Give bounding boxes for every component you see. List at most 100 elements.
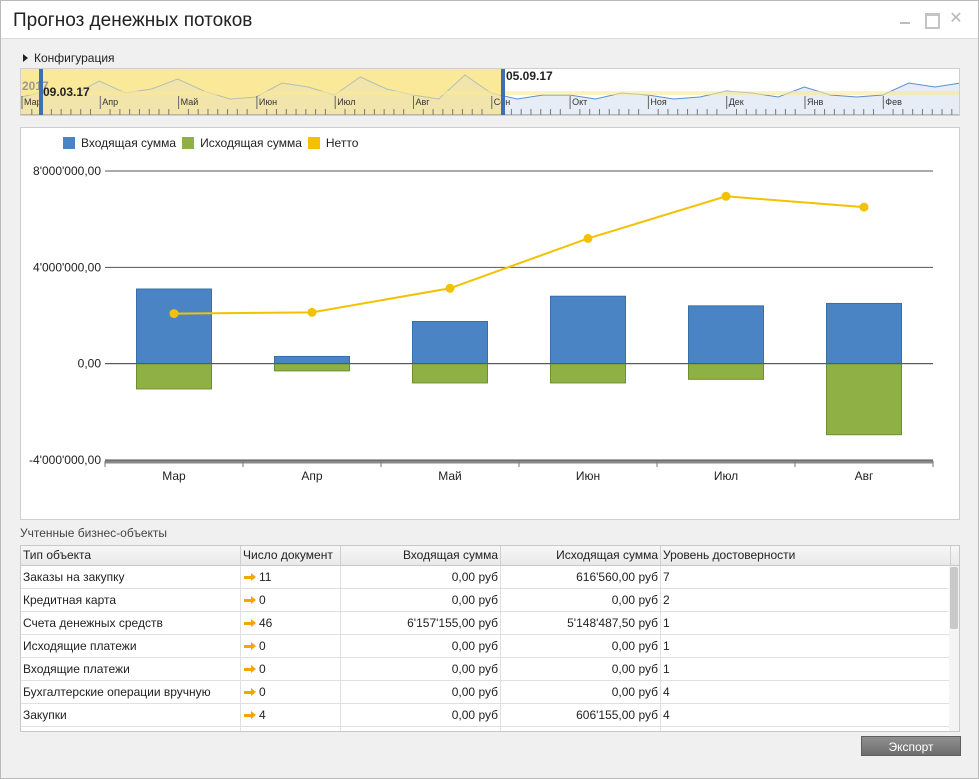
x-tick-label: Мар — [162, 469, 186, 483]
table-row[interactable]: Счета денежных средств 46 6'157'155,00 руб… — [21, 612, 951, 635]
column-header-incoming[interactable]: Входящая сумма — [341, 546, 501, 566]
minimize-icon[interactable] — [897, 11, 913, 27]
table-row[interactable]: Исходящие платежи 0 0,00 руб 0,00 руб 1 — [21, 635, 951, 658]
table-row[interactable]: Входящие платежи 0 0,00 руб 0,00 руб 1 — [21, 658, 951, 681]
bar-outgoing[interactable] — [550, 363, 626, 384]
bar-outgoing[interactable] — [688, 363, 764, 380]
timeline-start-date: 09.03.17 — [43, 85, 90, 99]
net-point[interactable] — [583, 233, 593, 243]
bar-outgoing[interactable] — [274, 363, 350, 372]
timeline-month-label: Янв — [807, 97, 823, 107]
bar-incoming[interactable] — [826, 302, 902, 365]
timeline-end-handle[interactable] — [501, 69, 505, 116]
maximize-icon[interactable] — [923, 11, 940, 29]
configuration-toggle[interactable]: Конфигурация — [23, 51, 115, 65]
net-point[interactable] — [169, 309, 179, 319]
timeline-band — [21, 91, 959, 95]
legend-swatch — [307, 137, 320, 149]
column-header-count[interactable]: Число документ — [241, 546, 341, 566]
cell-incoming-amount: 0,00 руб — [341, 589, 501, 612]
x-tick-label: Июн — [576, 469, 600, 483]
cell-outgoing-amount — [501, 727, 661, 731]
bar-incoming[interactable] — [688, 305, 764, 365]
export-button[interactable]: Экспорт — [861, 736, 961, 756]
cell-outgoing-amount: 5'148'487,50 руб — [501, 612, 661, 635]
cell-object-type: Бухгалтерские операции вручную — [21, 681, 241, 704]
table-row[interactable]: Бухгалтерские операции вручную 0 0,00 руб 0… — [21, 681, 951, 704]
business-objects-table: Тип объекта Число документ Входящая сумм… — [20, 545, 960, 732]
arrow-right-icon — [243, 572, 257, 582]
timeline-month-label: Фев — [885, 97, 902, 107]
x-tick-label: Май — [438, 469, 462, 483]
business-objects-label: Учтенные бизнес-объекты — [20, 526, 167, 540]
y-tick-label: 4'000'000,00 — [33, 260, 101, 274]
cell-document-count[interactable]: 0 — [241, 658, 341, 681]
cell-object-type: Кредитная карта — [21, 589, 241, 612]
cell-document-count[interactable]: 0 — [241, 635, 341, 658]
cell-incoming-amount: 0,00 руб — [341, 704, 501, 727]
column-header-type[interactable]: Тип объекта — [21, 546, 241, 566]
bar-incoming[interactable] — [412, 321, 488, 365]
cell-reliability-level: 1 — [661, 658, 951, 681]
legend-item[interactable]: Входящая сумма — [63, 136, 176, 150]
y-tick-label: 8'000'000,00 — [33, 164, 101, 178]
close-icon[interactable]: ✕ — [949, 10, 963, 27]
cell-incoming-amount: 6'157'155,00 руб — [341, 612, 501, 635]
timeline-start-handle[interactable] — [39, 69, 43, 116]
net-point[interactable] — [859, 202, 869, 212]
document-count-value[interactable]: 0 — [259, 593, 266, 607]
column-header-outgoing[interactable]: Исходящая сумма — [501, 546, 661, 566]
document-count-value[interactable]: 0 — [259, 685, 266, 699]
table-row[interactable]: Закупки 4 0,00 руб 606'155,00 руб 4 — [21, 704, 951, 727]
document-count-value[interactable]: 46 — [259, 616, 273, 630]
cell-outgoing-amount: 0,00 руб — [501, 681, 661, 704]
bar-incoming[interactable] — [550, 295, 626, 365]
configuration-label: Конфигурация — [34, 51, 115, 65]
document-count-value[interactable]: 0 — [259, 639, 266, 653]
cell-reliability-level: 1 — [661, 612, 951, 635]
cell-document-count[interactable]: 11 — [241, 566, 341, 589]
timeline-month-label: Мар — [24, 97, 42, 107]
cell-document-count[interactable]: 4 — [241, 704, 341, 727]
bar-outgoing[interactable] — [826, 363, 902, 436]
timeline-overview[interactable]: МарАпрМайИюнИюлАвгСенОктНояДекЯнвФев2017… — [21, 69, 960, 116]
cell-outgoing-amount: 616'560,00 руб — [501, 566, 661, 589]
cell-reliability-level: 7 — [661, 566, 951, 589]
bar-outgoing[interactable] — [412, 363, 488, 384]
cell-object-type — [21, 727, 241, 731]
table-row[interactable]: Кредитная карта 0 0,00 руб 0,00 руб 2 — [21, 589, 951, 612]
bar-incoming[interactable] — [136, 288, 212, 365]
document-count-value[interactable]: 11 — [259, 570, 272, 584]
document-count-value[interactable]: 4 — [259, 708, 266, 722]
cell-outgoing-amount: 0,00 руб — [501, 658, 661, 681]
bar-incoming[interactable] — [274, 355, 350, 365]
net-point[interactable] — [721, 191, 731, 201]
timeline-end-date: 05.09.17 — [506, 69, 553, 83]
table-header: Тип объекта Число документ Входящая сумм… — [21, 546, 959, 566]
legend-label: Нетто — [325, 136, 359, 150]
cell-document-count[interactable]: 46 — [241, 612, 341, 635]
document-count-value[interactable]: 0 — [259, 662, 266, 676]
net-point[interactable] — [307, 307, 317, 317]
legend-label: Исходящая сумма — [200, 136, 302, 150]
legend-item[interactable]: Нетто — [307, 136, 359, 150]
x-tick-label: Авг — [855, 469, 874, 483]
table-scrollbar[interactable] — [949, 566, 959, 731]
net-point[interactable] — [445, 283, 455, 293]
cell-document-count[interactable]: 0 — [241, 681, 341, 704]
timeline-month-label: Май — [181, 97, 199, 107]
legend-label: Входящая сумма — [81, 136, 177, 150]
timeline-range-selector[interactable]: МарАпрМайИюнИюлАвгСенОктНояДекЯнвФев2017… — [20, 68, 960, 116]
cell-incoming-amount: 0,00 руб — [341, 658, 501, 681]
legend-item[interactable]: Исходящая сумма — [182, 136, 302, 150]
table-row[interactable] — [21, 727, 951, 731]
table-row[interactable]: Заказы на закупку 11 0,00 руб 616'560,00 ру… — [21, 566, 951, 589]
scrollbar-thumb[interactable] — [950, 567, 958, 629]
bar-outgoing[interactable] — [136, 363, 212, 390]
cell-document-count[interactable]: 0 — [241, 589, 341, 612]
arrow-right-icon — [243, 687, 257, 697]
cell-document-count[interactable] — [241, 727, 341, 731]
column-header-level[interactable]: Уровень достоверности — [661, 546, 951, 566]
cell-incoming-amount: 0,00 руб — [341, 635, 501, 658]
cell-reliability-level: 4 — [661, 681, 951, 704]
